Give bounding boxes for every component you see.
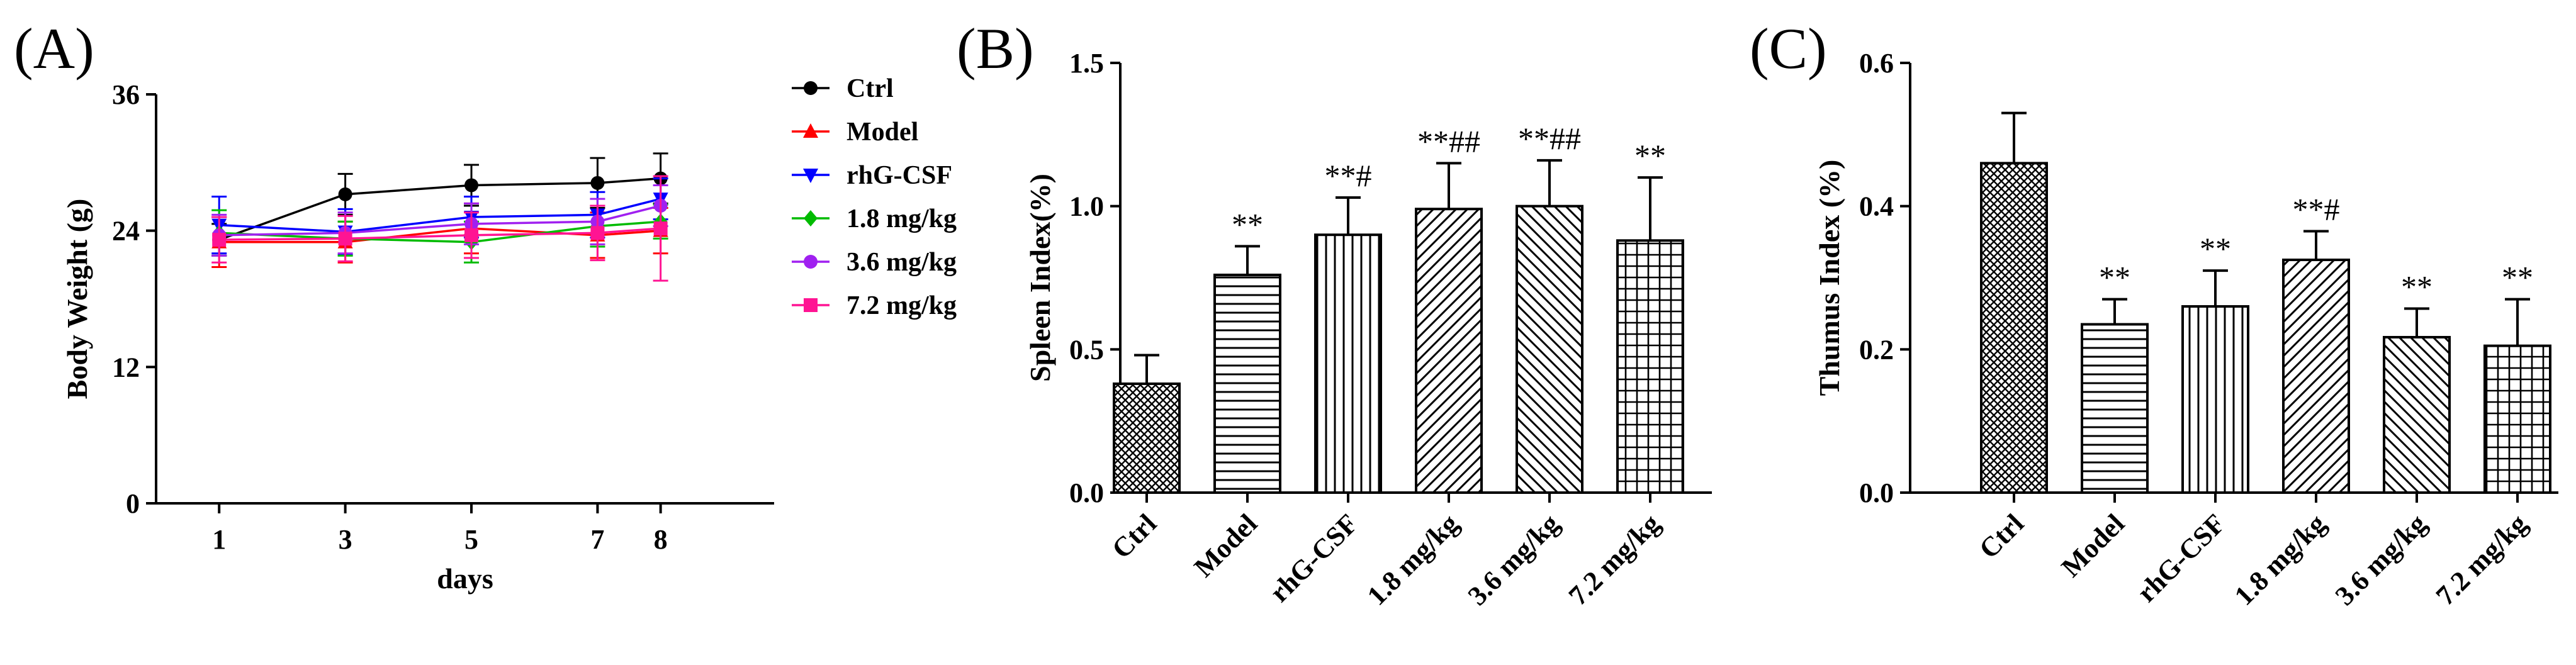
x-tick-label: 7.2 mg/kg [1563, 508, 1666, 611]
bar [2181, 305, 2249, 494]
x-tick-label: Ctrl [1106, 508, 1162, 564]
bar-group [1113, 354, 1181, 494]
x-tick-label: 7 [590, 524, 604, 555]
y-tick-label: 0 [126, 488, 140, 519]
data-point [212, 233, 227, 247]
significance-label: **# [2293, 192, 2340, 227]
bar [1516, 204, 1583, 494]
x-axis-title: days [437, 562, 493, 595]
bar [1213, 273, 1281, 494]
legend-label: 1.8 mg/kg [846, 204, 957, 233]
legend-marker [803, 123, 818, 138]
bar-group: ** [1213, 206, 1281, 494]
bar-group: ** [2483, 260, 2551, 494]
legend-label: Model [846, 118, 918, 147]
bar [2383, 335, 2451, 495]
bar [1113, 382, 1181, 494]
y-tick-label: 1.0 [1069, 191, 1104, 222]
bar [1980, 162, 2048, 495]
legend-marker [804, 81, 818, 95]
data-point [338, 187, 352, 201]
y-tick-label: 1.5 [1069, 48, 1104, 79]
data-point [338, 232, 352, 246]
y-axis-title: Spleen Index(%) [1024, 174, 1056, 382]
y-tick-label: 0.4 [1859, 191, 1894, 222]
y-tick-label: 36 [112, 79, 140, 110]
significance-label: ** [2099, 260, 2130, 295]
bar-group: ** [2181, 231, 2249, 494]
y-axis-title: Thumus Index (%) [1813, 160, 1845, 396]
legend-label: Ctrl [846, 74, 894, 103]
legend-marker [804, 255, 818, 269]
y-tick-label: 0.2 [1859, 334, 1894, 365]
significance-label: ** [2200, 231, 2231, 266]
legend-marker [804, 298, 818, 312]
panel-b: (B) 0.0 0.5 1.0 1.5 Spleen Index(%) Ctrl ** Mode… [957, 16, 1712, 612]
bar-group [1980, 111, 2048, 495]
legend-marker [804, 210, 818, 226]
y-tick-label: 0.0 [1859, 478, 1894, 508]
data-point [653, 221, 668, 236]
x-tick-label: 1.8 mg/kg [2229, 508, 2332, 611]
bar-group: **# [2282, 192, 2350, 494]
y-tick-label: 0.0 [1069, 478, 1104, 508]
legend-label: rhG-CSF [846, 161, 952, 190]
x-tick-label: 1 [212, 524, 226, 555]
significance-label: ** [2502, 260, 2533, 295]
bar [2081, 323, 2149, 494]
significance-label: ** [2401, 269, 2433, 304]
x-tick-label: rhG-CSF [2131, 508, 2231, 608]
bar [2282, 259, 2350, 494]
bar-group: **# [1314, 158, 1382, 494]
panel-label: (C) [1750, 16, 1827, 81]
x-tick-label: Ctrl [1973, 508, 2030, 564]
x-tick-label: 5 [464, 524, 478, 555]
legend-marker [803, 169, 818, 183]
y-axis-title: Body Weight (g) [61, 199, 93, 400]
bar-group: **## [1415, 123, 1483, 494]
x-tick-label: 1.8 mg/kg [1361, 508, 1465, 611]
panel-label: (B) [957, 16, 1034, 81]
significance-label: **# [1325, 158, 1372, 193]
legend-label: 7.2 mg/kg [846, 291, 957, 320]
bar [1314, 233, 1382, 494]
bar [1415, 208, 1483, 494]
bar-group: ** [2081, 260, 2149, 494]
panel-label: (A) [14, 16, 94, 81]
bar-group: ** [1616, 138, 1684, 494]
x-tick-label: rhG-CSF [1264, 508, 1364, 608]
significance-label: ** [1634, 138, 1666, 173]
series-5 [211, 175, 668, 282]
legend-label: 3.6 mg/kg [846, 248, 957, 277]
significance-label: ** [1232, 206, 1263, 242]
x-tick-label: 3 [339, 524, 352, 555]
panel-c: (C) 0.0 0.2 0.4 0.6 Thumus Index (%) Ctrl ** Mod… [1750, 16, 2558, 612]
x-tick-label: 7.2 mg/kg [2430, 508, 2533, 611]
data-point [464, 178, 479, 193]
x-tick-label: Model [2056, 508, 2130, 583]
legend: Ctrl Model rhG-CSF 1.8 mg/kg 3.6 mg/kg 7.2 mg… [792, 74, 957, 320]
x-tick-label: 8 [654, 524, 668, 555]
x-tick-label: 3.6 mg/kg [2329, 508, 2433, 611]
bar [2483, 344, 2551, 494]
bar-group: **## [1516, 121, 1583, 494]
significance-label: **## [1417, 123, 1480, 159]
y-tick-label: 0.6 [1859, 48, 1894, 79]
panel-a: (A) 0 12 24 36 1 3 5 7 8 days Body Weight (g) Ctrl Mo… [14, 16, 957, 595]
y-tick-label: 0.5 [1069, 334, 1104, 365]
significance-label: **## [1518, 121, 1581, 156]
bar [1616, 239, 1684, 494]
y-tick-label: 24 [112, 216, 140, 247]
y-tick-label: 12 [112, 352, 140, 383]
bar-group: ** [2383, 269, 2451, 495]
x-tick-label: Model [1188, 508, 1263, 583]
data-point [464, 228, 479, 242]
data-point [590, 176, 605, 190]
data-point [590, 226, 605, 240]
x-tick-label: 3.6 mg/kg [1462, 508, 1565, 611]
